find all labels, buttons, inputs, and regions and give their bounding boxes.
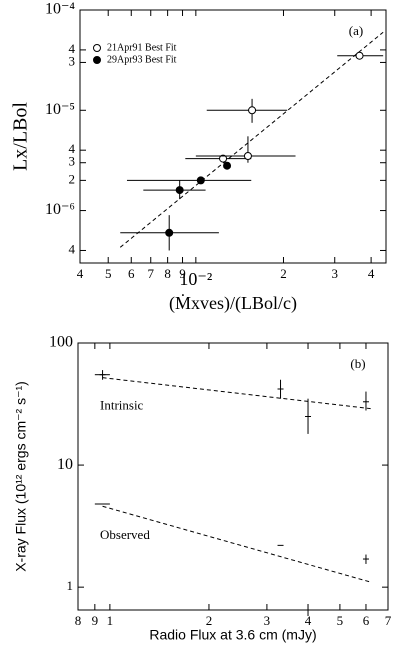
point	[165, 228, 174, 237]
point	[175, 186, 184, 195]
y-tick-label: 4	[69, 241, 76, 256]
legend-marker	[93, 44, 101, 52]
y-tick-label: 10⁻⁴	[45, 1, 75, 18]
x-tick-label: 3	[264, 613, 271, 628]
y-tick-label: 1	[67, 578, 74, 593]
x-tick-label: 9	[179, 266, 186, 281]
point	[219, 154, 228, 163]
annotation: (b)	[350, 356, 365, 371]
series-label: Observed	[100, 527, 150, 542]
series-label: Intrinsic	[100, 398, 144, 413]
x-tick-label: 5	[105, 266, 112, 281]
plot-frame	[77, 342, 389, 611]
y-tick-label: 2	[69, 171, 76, 186]
x-tick-label: 7	[385, 613, 392, 628]
x-axis-label: Radio Flux at 3.6 cm (mJy)	[149, 627, 316, 643]
y-tick-label: 10	[57, 456, 73, 473]
x-tick-label: 4	[305, 613, 312, 628]
legend-marker	[93, 56, 101, 64]
y-tick-label: 100	[49, 334, 73, 351]
y-tick-label: 3	[69, 154, 76, 169]
x-tick-label: 8	[75, 613, 82, 628]
legend-label: 21Apr91 Best Fit	[107, 42, 177, 53]
point	[223, 161, 232, 170]
y-tick-label: 4	[69, 141, 76, 156]
point	[196, 176, 205, 185]
x-axis-label: (Ṁxves)/(LBol/c)	[169, 293, 297, 314]
x-tick-label: 9	[92, 613, 99, 628]
x-tick-label: 7	[148, 266, 155, 281]
x-tick-label: 4	[368, 266, 375, 281]
x-tick-label: 6	[128, 266, 135, 281]
x-tick-label: 8	[164, 266, 171, 281]
x-tick-label: 6	[363, 613, 370, 628]
legend-label: 29Apr93 Best Fit	[107, 54, 177, 65]
plot-frame	[79, 9, 387, 264]
y-tick-label: 10⁻⁶	[45, 201, 75, 218]
fit-line	[102, 505, 371, 583]
fit-line	[102, 377, 371, 410]
x-tick-label: 3	[331, 266, 338, 281]
y-axis-label: X-ray Flux (10¹² ergs cm⁻² s⁻¹)	[13, 381, 29, 572]
y-tick-label: 4	[69, 41, 76, 56]
fit-line	[119, 31, 384, 248]
x-tick-label: 5	[337, 613, 344, 628]
x-tick-label: 2	[280, 266, 287, 281]
point	[248, 106, 257, 115]
y-tick-label: 10⁻⁵	[45, 101, 75, 118]
x-tick-label: 4	[77, 266, 84, 281]
x-tick-label: 10⁻²	[179, 269, 212, 289]
y-axis-label: Lx/LBol	[10, 102, 32, 171]
point	[243, 152, 252, 161]
point	[355, 51, 364, 60]
x-tick-label: 1	[107, 613, 114, 628]
annotation: (a)	[349, 23, 363, 38]
y-tick-label: 3	[69, 53, 76, 68]
x-tick-label: 2	[206, 613, 213, 628]
